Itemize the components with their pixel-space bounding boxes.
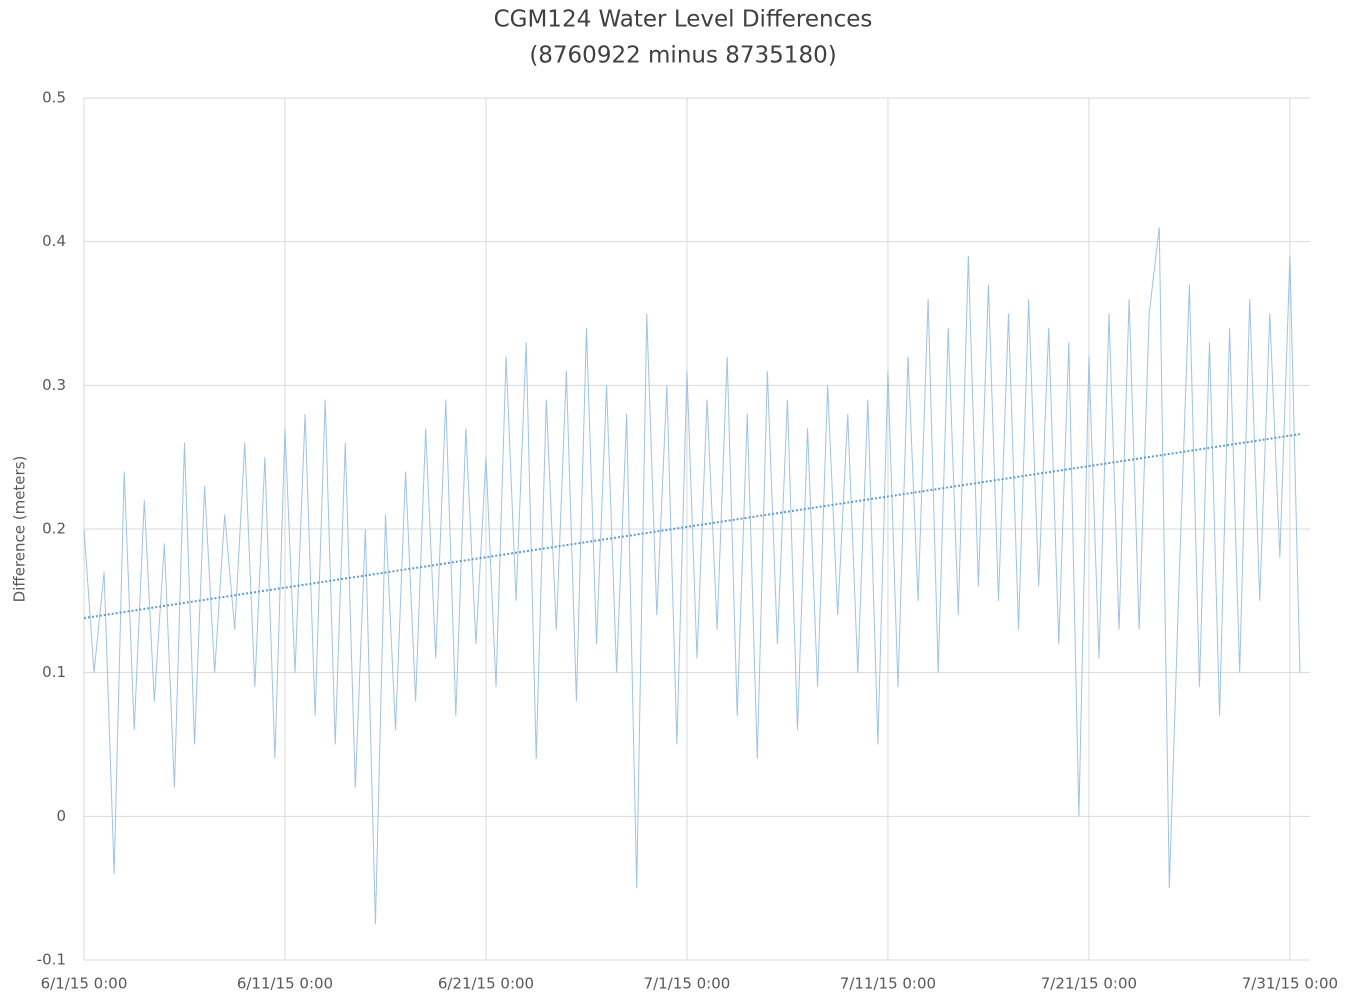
y-axis-label: Difference (meters) <box>11 456 29 603</box>
x-tick-label: 7/21/15 0:00 <box>1041 975 1137 993</box>
trend-line <box>83 433 1301 620</box>
x-tick-label: 7/1/15 0:00 <box>644 975 731 993</box>
data-line <box>83 227 1301 925</box>
y-tick-label: 0.5 <box>42 89 66 107</box>
chart-subtitle: (8760922 minus 8735180) <box>529 43 836 69</box>
x-tick-label: 6/11/15 0:00 <box>237 975 333 993</box>
x-tick-label: 7/31/15 0:00 <box>1242 975 1338 993</box>
y-tick-label: 0.3 <box>42 376 66 394</box>
chart-title: CGM124 Water Level Differences <box>494 7 873 33</box>
y-tick-label: 0.4 <box>42 232 66 250</box>
y-tick-label: 0.2 <box>42 520 66 538</box>
x-tick-label: 7/11/15 0:00 <box>840 975 936 993</box>
y-tick-label: 0.1 <box>42 663 66 681</box>
y-tick-label: -0.1 <box>37 951 66 969</box>
y-tick-label: 0 <box>56 807 66 825</box>
x-tick-label: 6/1/15 0:00 <box>41 975 128 993</box>
x-tick-label: 6/21/15 0:00 <box>438 975 534 993</box>
